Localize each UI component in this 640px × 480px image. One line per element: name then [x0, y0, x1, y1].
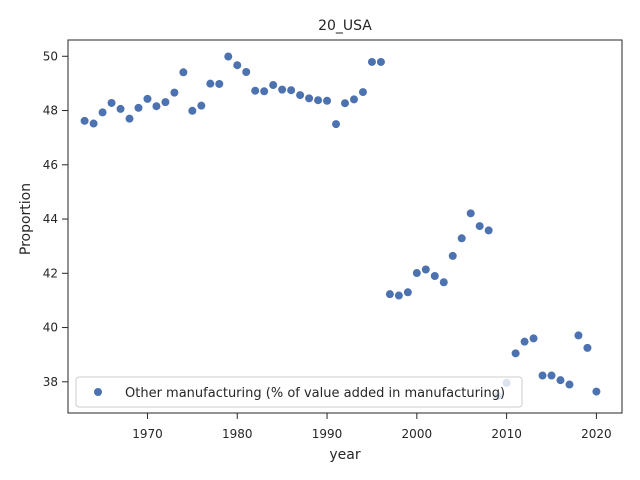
data-point: [269, 81, 278, 90]
data-point: [134, 103, 143, 112]
data-point: [98, 108, 107, 117]
data-point: [341, 99, 349, 108]
data-point: [529, 334, 538, 343]
data-point: [349, 95, 358, 104]
data-point: [152, 102, 161, 111]
x-tick-label: 2020: [581, 427, 612, 441]
data-point: [394, 291, 403, 300]
y-tick-label: 42: [43, 266, 58, 280]
data-point: [332, 120, 341, 129]
x-tick-label: 2010: [491, 427, 522, 441]
data-point: [188, 106, 197, 115]
data-point: [367, 57, 376, 66]
data-point: [556, 376, 565, 385]
data-point: [466, 209, 475, 218]
data-point: [583, 343, 592, 352]
y-tick-label: 50: [43, 49, 58, 63]
data-point: [565, 380, 574, 389]
data-point: [251, 86, 260, 95]
data-point: [484, 226, 493, 235]
x-axis-title: year: [329, 447, 360, 463]
y-tick-label: 38: [43, 375, 58, 389]
legend-frame: [75, 376, 523, 408]
data-point: [421, 265, 430, 274]
x-tick-label: 1980: [222, 427, 253, 441]
data-point: [224, 52, 233, 61]
data-point: [197, 101, 206, 110]
data-point: [179, 68, 188, 77]
data-point: [107, 98, 116, 107]
y-tick-label: 46: [43, 158, 58, 172]
data-point: [215, 79, 224, 88]
data-point: [287, 86, 296, 95]
data-point: [403, 288, 412, 297]
data-point: [520, 337, 529, 346]
data-point: [430, 272, 439, 281]
x-axis: 1970 1980 1990 2000 2010 2020: [132, 413, 612, 441]
x-tick-label: 1990: [312, 427, 343, 441]
data-point: [448, 251, 457, 260]
data-point: [439, 278, 448, 287]
data-point: [538, 371, 547, 380]
x-tick-label: 2000: [402, 427, 433, 441]
data-point: [314, 96, 323, 105]
data-point: [385, 290, 394, 299]
data-point: [233, 61, 242, 70]
data-point: [278, 85, 287, 94]
data-point: [296, 91, 305, 100]
data-point: [574, 331, 583, 340]
data-point: [305, 94, 314, 103]
y-axis: 38 40 42 44 46 48 50: [43, 49, 68, 389]
plot-area: [80, 52, 601, 400]
data-point: [376, 57, 385, 66]
data-point: [242, 68, 251, 77]
legend: Other manufacturing (% of value added in…: [75, 376, 523, 408]
y-tick-label: 44: [43, 212, 58, 226]
y-tick-label: 48: [43, 104, 58, 118]
y-axis-title: Proportion: [18, 183, 34, 255]
data-point: [457, 234, 466, 243]
data-point: [358, 88, 367, 97]
legend-label: Other manufacturing (% of value added in…: [125, 386, 505, 401]
data-point: [475, 222, 484, 231]
legend-marker: [94, 388, 102, 396]
data-point: [170, 88, 179, 97]
data-point: [592, 387, 601, 396]
data-point: [116, 104, 125, 113]
data-point: [206, 79, 215, 88]
chart-title: 20_USA: [318, 18, 372, 34]
plot-frame: [67, 39, 623, 414]
data-point: [80, 116, 89, 125]
data-point: [412, 269, 421, 278]
data-point: [511, 349, 520, 358]
data-point: [323, 96, 332, 105]
data-point: [89, 119, 98, 128]
data-point: [547, 371, 556, 380]
data-point: [260, 87, 269, 96]
y-tick-label: 40: [43, 321, 58, 335]
data-point: [161, 98, 170, 107]
x-tick-label: 1970: [132, 427, 163, 441]
data-point: [143, 94, 152, 103]
data-point: [125, 114, 134, 123]
